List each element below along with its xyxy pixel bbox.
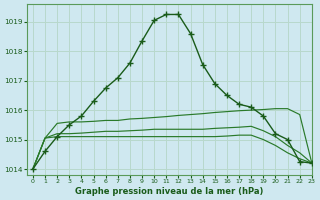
X-axis label: Graphe pression niveau de la mer (hPa): Graphe pression niveau de la mer (hPa) bbox=[75, 187, 264, 196]
